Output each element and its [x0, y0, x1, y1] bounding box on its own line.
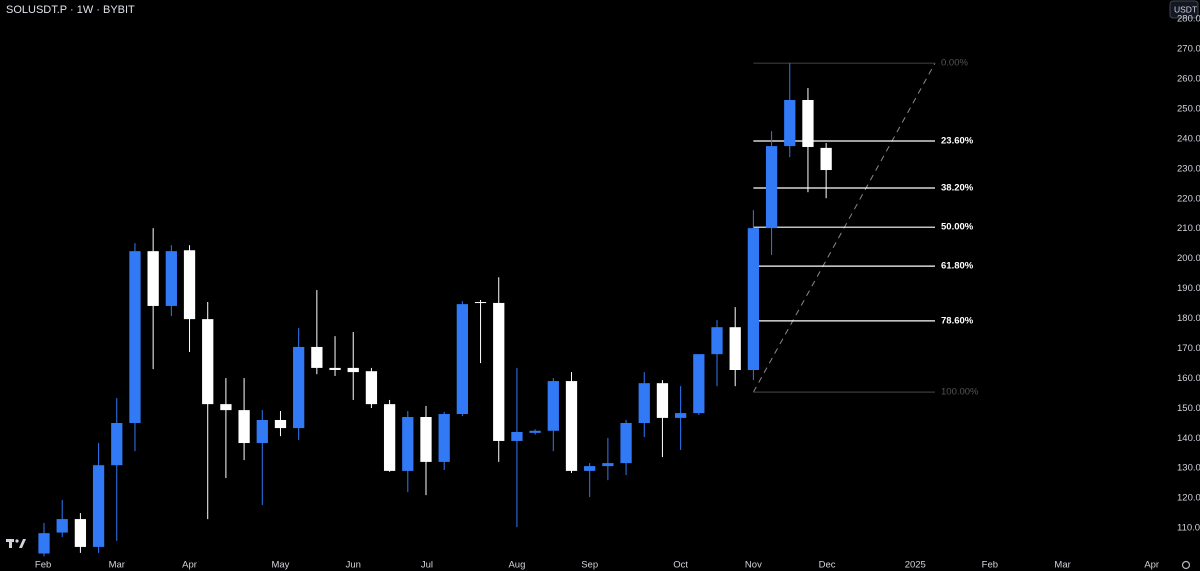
fib-label: 61.80% [941, 261, 974, 272]
candle-body [311, 346, 323, 368]
candle-body [674, 413, 687, 418]
x-tick-label: Mar [109, 560, 125, 571]
fib-label: 50.00% [941, 222, 974, 233]
x-tick-label: Jun [346, 560, 361, 571]
x-tick-label: May [271, 560, 289, 571]
candle-body [329, 367, 341, 371]
candle-body [147, 251, 159, 306]
y-tick-label: 210.00 [1177, 223, 1200, 234]
fib-label: 78.60% [941, 315, 974, 326]
candle-body [56, 519, 68, 533]
y-tick-label: 230.00 [1177, 163, 1200, 174]
y-tick-label: 170.00 [1177, 343, 1200, 354]
y-tick-label: 130.00 [1177, 463, 1200, 474]
y-tick-label: 240.00 [1177, 133, 1200, 144]
fib-label: 0.00% [941, 58, 968, 69]
logo-part [9, 539, 12, 548]
y-tick-label: 180.00 [1177, 313, 1200, 324]
settings-icon[interactable] [1181, 560, 1191, 570]
candle-body [820, 147, 832, 171]
candle-body [711, 327, 723, 355]
x-tick-label: Dec [819, 560, 836, 571]
candle-body [202, 319, 214, 405]
candle-body [620, 422, 632, 464]
y-tick-label: 250.00 [1177, 103, 1200, 114]
y-tick-label: 160.00 [1177, 373, 1200, 384]
candle-body [511, 431, 523, 441]
candle-body [293, 346, 305, 429]
candle-body [693, 354, 705, 414]
logo [6, 539, 26, 548]
x-tick-label: Apr [1144, 560, 1159, 571]
fib-label: 23.60% [941, 136, 974, 147]
y-tick-label: 110.00 [1177, 523, 1200, 534]
candle-body [365, 371, 378, 405]
candle-body [529, 430, 541, 433]
x-tick-label: Sep [581, 560, 598, 571]
candle-body [747, 228, 760, 371]
candle-body [656, 383, 669, 418]
candle-body [438, 414, 450, 462]
candle-body [584, 466, 596, 471]
y-tick-label: 200.00 [1177, 253, 1200, 264]
candle-body [74, 519, 87, 547]
y-tick-label: 280.00 [1177, 14, 1200, 25]
candle-body [165, 251, 177, 306]
candle-body [256, 419, 268, 444]
candle-body [183, 250, 196, 320]
candle-body [220, 404, 232, 411]
y-tick-label: 140.00 [1177, 433, 1200, 444]
fib-label: 38.20% [941, 183, 974, 194]
x-tick-label: Aug [508, 560, 525, 571]
candle-body [493, 302, 505, 441]
candle-body [129, 251, 141, 423]
candle-body [111, 422, 123, 466]
candle-body [802, 99, 814, 147]
candle-body [565, 381, 578, 471]
x-tick-label: Feb [982, 560, 998, 571]
candle-body [547, 381, 559, 431]
candle-body [238, 410, 250, 444]
candle-body [638, 383, 650, 423]
logo-part [19, 539, 26, 548]
currency-button[interactable]: USDT [1169, 0, 1199, 19]
candle-body [92, 465, 105, 547]
candle-body [274, 419, 287, 429]
candle-body [784, 99, 796, 147]
x-tick-label: Jul [421, 560, 433, 571]
candle-body [420, 417, 432, 462]
y-tick-label: 190.00 [1177, 283, 1200, 294]
candle-body [402, 417, 414, 471]
fib-label: 100.00% [941, 387, 979, 398]
y-tick-label: 120.00 [1177, 493, 1200, 504]
x-tick-label: Oct [673, 560, 688, 571]
candle-body [765, 146, 778, 229]
candle-body [347, 367, 359, 373]
symbol-title: SOLUSDT.P · 1W · BYBIT [6, 4, 135, 16]
y-tick-label: 220.00 [1177, 193, 1200, 204]
candle-body [729, 327, 741, 371]
y-tick-label: 270.00 [1177, 44, 1200, 55]
y-tick-label: 150.00 [1177, 403, 1200, 414]
y-tick-label: 260.00 [1177, 74, 1200, 85]
x-tick-label: Mar [1054, 560, 1070, 571]
candle-body [456, 304, 469, 415]
candle-body [383, 404, 396, 471]
candle-body [602, 463, 614, 467]
x-tick-label: Feb [35, 560, 51, 571]
candle-body [38, 533, 50, 554]
x-tick-label: Apr [182, 560, 197, 571]
logo-part [15, 539, 19, 543]
x-tick-label: Nov [745, 560, 762, 571]
currency-button-bg[interactable] [1169, 0, 1199, 19]
x-tick-label: 2025 [905, 560, 926, 571]
currency-label[interactable]: USDT [1174, 4, 1197, 14]
candle-body [474, 302, 487, 304]
